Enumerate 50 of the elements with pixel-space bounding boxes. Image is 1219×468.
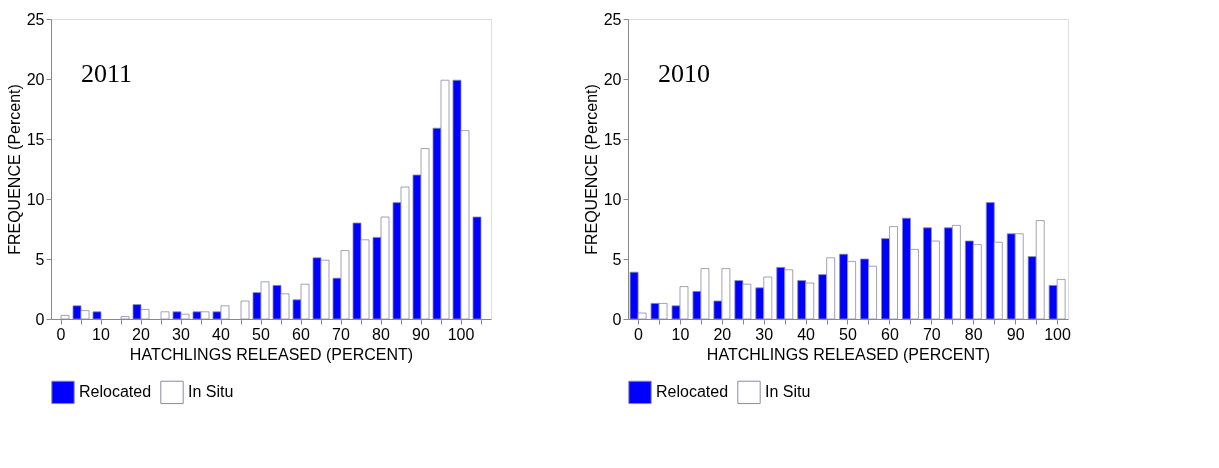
x-tick-label: 80 xyxy=(372,325,390,343)
bar xyxy=(160,311,170,320)
y-tick-label: 15 xyxy=(603,130,622,148)
x-tick-label: 10 xyxy=(92,325,110,343)
x-tick-label: 60 xyxy=(881,325,899,343)
x-tick-label: 100 xyxy=(447,325,475,343)
x-tick-label: 30 xyxy=(172,325,190,343)
y-tick-label: 10 xyxy=(26,190,45,208)
y-tick-label: 15 xyxy=(26,130,45,148)
y-tick-label: 20 xyxy=(603,70,622,88)
x-axis-title: HATCHLINGS RELEASED (PERCENT) xyxy=(129,345,414,363)
bar xyxy=(60,315,70,320)
x-tick-label: 90 xyxy=(412,325,430,343)
y-tick-label: 25 xyxy=(603,10,622,28)
legend-label: In Situ xyxy=(765,383,811,401)
x-tick-label: 10 xyxy=(671,325,690,343)
annotation: 2011 xyxy=(81,59,133,88)
x-tick-label: 40 xyxy=(797,325,816,343)
x-tick-label: 40 xyxy=(212,325,230,343)
x-tick-label: 50 xyxy=(839,325,857,343)
y-tick-label: 0 xyxy=(35,310,45,328)
y-tick-label: 10 xyxy=(603,190,622,208)
legend-label: Relocated xyxy=(79,383,152,401)
y-tick-label: 20 xyxy=(26,70,45,88)
bar xyxy=(472,216,482,320)
legend-label: In Situ xyxy=(188,383,234,401)
legend-label: Relocated xyxy=(656,383,729,401)
y-tick-label: 0 xyxy=(612,310,622,328)
y-axis-title: FREQUENCE (Percent) xyxy=(582,84,600,255)
x-tick-label: 80 xyxy=(964,325,983,343)
x-tick-label: 20 xyxy=(132,325,150,343)
y-tick-label: 25 xyxy=(26,10,45,28)
x-tick-label: 90 xyxy=(1006,325,1025,343)
bar xyxy=(240,300,250,320)
annotation: 2010 xyxy=(658,59,710,88)
x-tick-label: 0 xyxy=(634,325,644,343)
x-tick-label: 0 xyxy=(56,325,66,343)
x-tick-label: 70 xyxy=(922,325,941,343)
x-tick-label: 20 xyxy=(713,325,732,343)
x-axis-title: HATCHLINGS RELEASED (PERCENT) xyxy=(706,345,991,363)
x-tick-label: 70 xyxy=(332,325,350,343)
bar xyxy=(92,311,102,320)
x-tick-label: 50 xyxy=(252,325,270,343)
bar xyxy=(120,316,130,320)
y-tick-label: 5 xyxy=(612,250,622,268)
x-tick-label: 30 xyxy=(755,325,774,343)
y-axis-title: FREQUENCE (Percent) xyxy=(5,84,23,255)
x-tick-label: 60 xyxy=(292,325,310,343)
x-tick-label: 100 xyxy=(1044,325,1071,343)
y-tick-label: 5 xyxy=(35,250,45,268)
